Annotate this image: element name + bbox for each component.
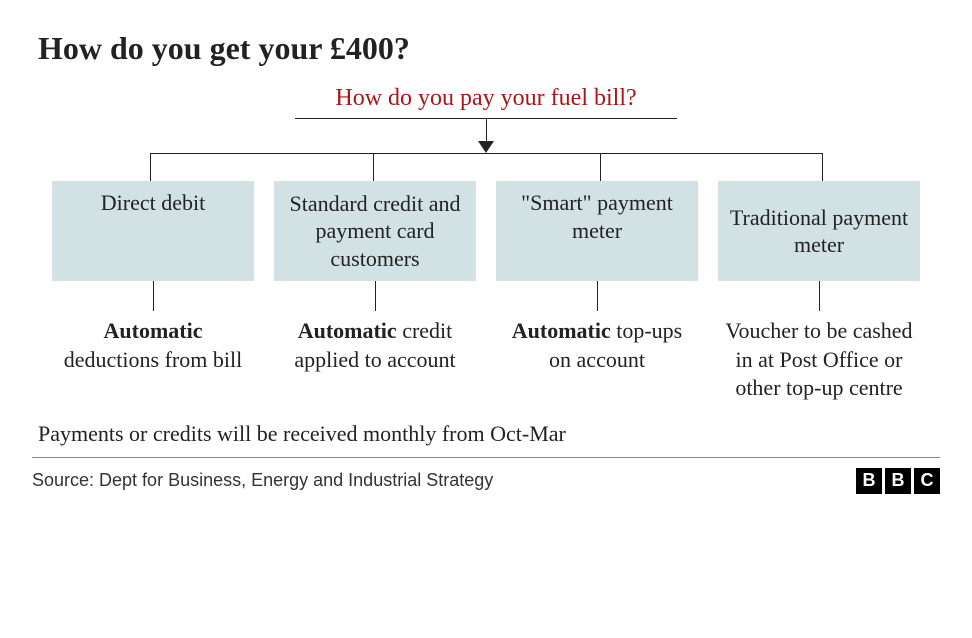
outcome-text: Automatic deductions from bill [52, 317, 254, 374]
chip-label: Standard credit and payment card custome… [280, 190, 470, 273]
page-title: How do you get your £400? [32, 30, 940, 67]
outcome-bold: Automatic [512, 318, 611, 343]
arrow-head [478, 141, 494, 153]
source-text: Source: Dept for Business, Energy and In… [32, 470, 493, 491]
bbc-logo-block: B [856, 468, 882, 494]
outcome-text: Voucher to be cashed in at Post Office o… [718, 317, 920, 403]
branch-tick [150, 153, 151, 181]
columns-row: Direct debit Automatic deductions from bi… [32, 181, 940, 403]
arrow-stem [486, 119, 487, 141]
branch-horizontal-line [150, 153, 822, 154]
subtitle: How do you pay your fuel bill? [295, 85, 676, 119]
outcome-text: Automatic top-ups on account [496, 317, 698, 374]
footer: Source: Dept for Business, Energy and In… [32, 457, 940, 494]
column-connector-line [597, 281, 598, 311]
bbc-logo-block: C [914, 468, 940, 494]
outcome-bold: Automatic [298, 318, 397, 343]
subtitle-wrap: How do you pay your fuel bill? [32, 85, 940, 119]
column-2: "Smart" payment meter Automatic top-ups o… [496, 181, 698, 403]
branch-tick [373, 153, 374, 181]
column-connector-line [153, 281, 154, 311]
column-connector-line [819, 281, 820, 311]
payment-method-chip: "Smart" payment meter [496, 181, 698, 281]
branch-tick [600, 153, 601, 181]
outcome-text: Automatic credit applied to account [274, 317, 476, 374]
payment-method-chip: Standard credit and payment card custome… [274, 181, 476, 281]
bbc-logo: BBC [856, 468, 940, 494]
outcome-rest: Voucher to be cashed in at Post Office o… [725, 318, 912, 400]
bbc-logo-block: B [885, 468, 911, 494]
outcome-bold: Automatic [104, 318, 203, 343]
outcome-rest: deductions from bill [64, 347, 242, 372]
column-1: Standard credit and payment card custome… [274, 181, 476, 403]
chip-label: "Smart" payment meter [502, 189, 692, 244]
branch-tick [822, 153, 823, 181]
column-3: Traditional payment meter Voucher to be c… [718, 181, 920, 403]
column-0: Direct debit Automatic deductions from bi… [52, 181, 254, 403]
payment-method-chip: Traditional payment meter [718, 181, 920, 281]
arrow-down-icon [32, 119, 940, 153]
footnote: Payments or credits will be received mon… [32, 421, 940, 447]
chip-label: Traditional payment meter [724, 204, 914, 259]
branch-connector [32, 153, 940, 181]
column-connector-line [375, 281, 376, 311]
payment-method-chip: Direct debit [52, 181, 254, 281]
chip-label: Direct debit [101, 189, 205, 217]
